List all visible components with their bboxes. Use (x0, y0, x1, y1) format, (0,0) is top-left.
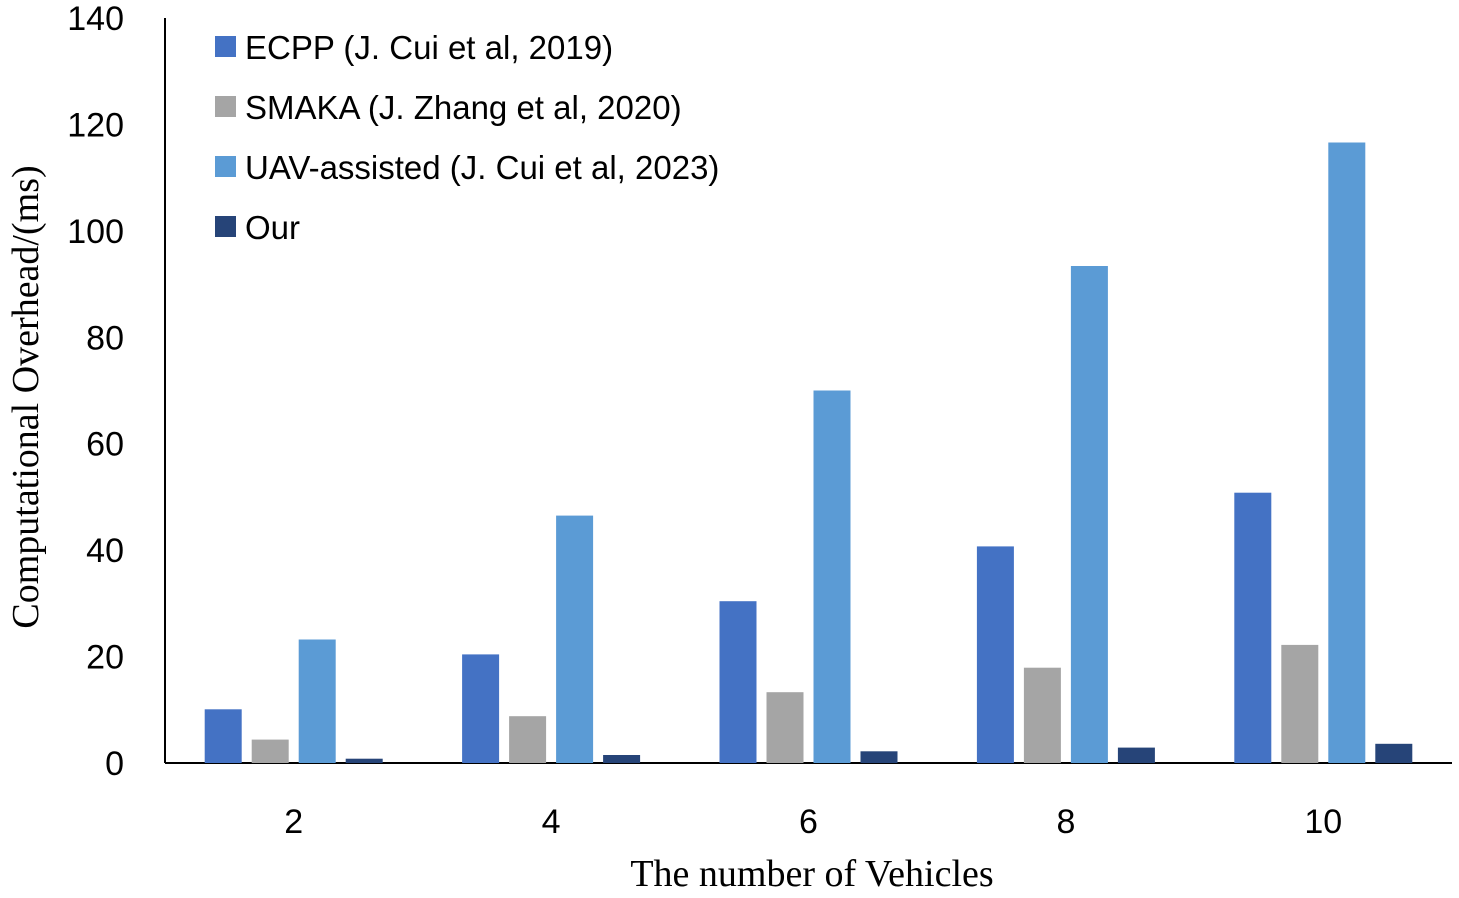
y-tick-label: 40 (86, 532, 124, 570)
y-axis: 0 20 40 60 80 100 120 140 (67, 0, 166, 783)
bar (1281, 644, 1319, 763)
legend-label: UAV-assisted (J. Cui et al, 2023) (245, 149, 719, 186)
y-tick-label: 140 (67, 0, 124, 38)
x-tick-label: 8 (1056, 803, 1075, 841)
legend-swatch (215, 216, 236, 237)
bar (813, 390, 851, 763)
bar (298, 639, 336, 763)
bar (462, 654, 500, 763)
bar (1328, 142, 1366, 763)
x-axis-title: The number of Vehicles (630, 853, 993, 893)
bar (860, 751, 898, 763)
legend-swatch (215, 156, 236, 177)
bar (766, 692, 804, 763)
y-axis-title: Computational Overhead/(ms) (5, 165, 47, 628)
bar (204, 709, 242, 763)
legend-label: SMAKA (J. Zhang et al, 2020) (245, 89, 682, 126)
x-tick-label: 6 (799, 803, 818, 841)
bar (719, 601, 757, 763)
bar (251, 739, 289, 763)
bar (1023, 667, 1061, 763)
bar (1234, 492, 1272, 763)
legend-label: Our (245, 209, 300, 246)
bar (345, 758, 383, 763)
y-tick-label: 80 (86, 319, 124, 357)
bar (1070, 266, 1108, 763)
x-axis: 2 4 6 8 10 (165, 762, 1452, 841)
y-tick-label: 120 (67, 106, 124, 144)
bars (204, 142, 1413, 763)
bar (976, 546, 1014, 763)
bar (509, 716, 547, 763)
y-tick-label: 100 (67, 213, 124, 251)
y-tick-label: 0 (105, 745, 124, 783)
y-tick-label: 60 (86, 426, 124, 464)
legend-swatch (215, 36, 236, 57)
bar (1375, 743, 1413, 763)
bar (556, 515, 594, 763)
legend: ECPP (J. Cui et al, 2019) SMAKA (J. Zhang… (215, 29, 719, 246)
bar (1117, 747, 1155, 763)
x-tick-label: 10 (1304, 803, 1342, 841)
legend-swatch (215, 96, 236, 117)
y-tick-label: 20 (86, 639, 124, 677)
legend-label: ECPP (J. Cui et al, 2019) (245, 29, 613, 66)
bar (603, 755, 641, 763)
x-tick-label: 2 (284, 803, 303, 841)
x-tick-label: 4 (542, 803, 561, 841)
